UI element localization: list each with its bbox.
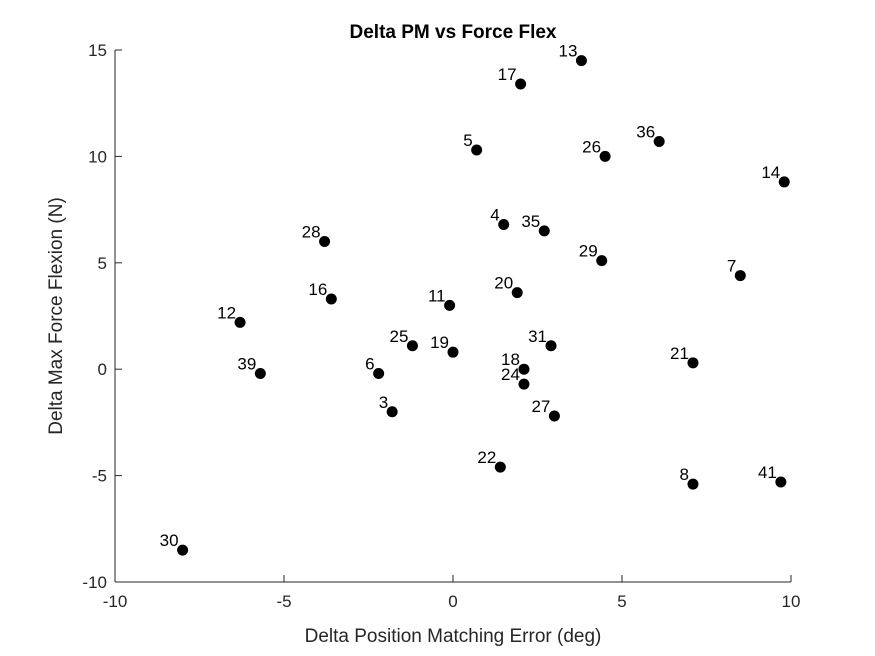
point-label: 18 — [501, 350, 520, 369]
point-label: 14 — [761, 163, 780, 182]
y-tick-label: 5 — [98, 254, 107, 273]
scatter-point — [494, 461, 506, 473]
x-tick-label: 5 — [617, 592, 626, 611]
point-label: 36 — [636, 123, 655, 142]
x-tick-label: 0 — [448, 592, 457, 611]
scatter-point — [406, 340, 418, 352]
x-axis-ticks: -10 -5 0 5 10 — [103, 575, 801, 611]
scatter-point — [444, 299, 456, 311]
scatter-point — [575, 55, 587, 67]
scatter-point — [775, 476, 787, 488]
scatter-point — [545, 340, 557, 352]
scatter-point — [373, 367, 385, 379]
y-tick-label: -5 — [92, 467, 107, 486]
point-label: 22 — [477, 448, 496, 467]
x-axis-label: Delta Position Matching Error (deg) — [305, 626, 602, 647]
scatter-point — [687, 478, 699, 490]
scatter-point — [319, 236, 331, 248]
point-label: 17 — [498, 65, 517, 84]
point-label: 19 — [430, 333, 449, 352]
scatter-point — [778, 176, 790, 188]
point-label: 28 — [302, 223, 321, 242]
point-label: 6 — [365, 354, 374, 373]
y-axis-label: Delta Max Force Flexion (N) — [46, 197, 67, 435]
scatter-point — [498, 218, 510, 230]
scatter-point — [325, 293, 337, 305]
point-label: 39 — [237, 354, 256, 373]
x-tick-label: -10 — [103, 592, 128, 611]
point-label: 26 — [582, 137, 601, 156]
x-tick-label: -5 — [276, 592, 291, 611]
point-label: 8 — [680, 465, 689, 484]
chart-title: Delta PM vs Force Flex — [350, 22, 557, 43]
scatter-point — [515, 78, 527, 90]
scatter-point — [538, 225, 550, 237]
y-tick-label: -10 — [82, 573, 107, 592]
point-label: 12 — [217, 303, 236, 322]
point-label: 16 — [308, 280, 327, 299]
point-label: 4 — [490, 205, 499, 224]
scatter-point — [518, 363, 530, 375]
scatter-point — [447, 346, 459, 358]
point-label: 11 — [428, 286, 446, 305]
point-label: 41 — [758, 463, 777, 482]
point-label: 5 — [463, 131, 472, 150]
point-label: 31 — [528, 327, 547, 346]
x-tick-label: 10 — [782, 592, 801, 611]
y-tick-label: 15 — [88, 41, 107, 60]
point-label: 35 — [521, 212, 540, 231]
y-tick-label: 0 — [98, 360, 107, 379]
point-label: 20 — [494, 274, 513, 293]
scatter-point — [177, 544, 189, 556]
scatter-point — [471, 144, 483, 156]
y-tick-label: 10 — [88, 147, 107, 166]
point-label: 13 — [559, 42, 578, 61]
scatter-point — [254, 367, 266, 379]
point-label: 30 — [160, 531, 179, 550]
point-label: 24 — [501, 365, 520, 384]
scatter-point — [234, 316, 246, 328]
scatter-point — [511, 287, 523, 299]
point-label: 25 — [390, 327, 409, 346]
scatter-point — [687, 357, 699, 369]
scatter-point — [548, 410, 560, 422]
scatter-point — [596, 255, 608, 267]
point-label: 3 — [379, 393, 388, 412]
scatter-point — [599, 150, 611, 162]
point-label: 7 — [727, 257, 736, 276]
point-label: 27 — [531, 397, 550, 416]
scatter-point — [734, 270, 746, 282]
point-label: 29 — [579, 242, 598, 261]
data-points: 13 17 5 26 36 14 4 35 28 29 7 16 20 11 12 25 19 31 39 6 18 21… — [160, 42, 790, 556]
scatter-point — [518, 378, 530, 390]
scatter-point — [653, 136, 665, 148]
y-axis-ticks: -10 -5 0 5 10 15 — [82, 41, 122, 592]
scatter-point — [386, 406, 398, 418]
point-label: 21 — [670, 344, 689, 363]
